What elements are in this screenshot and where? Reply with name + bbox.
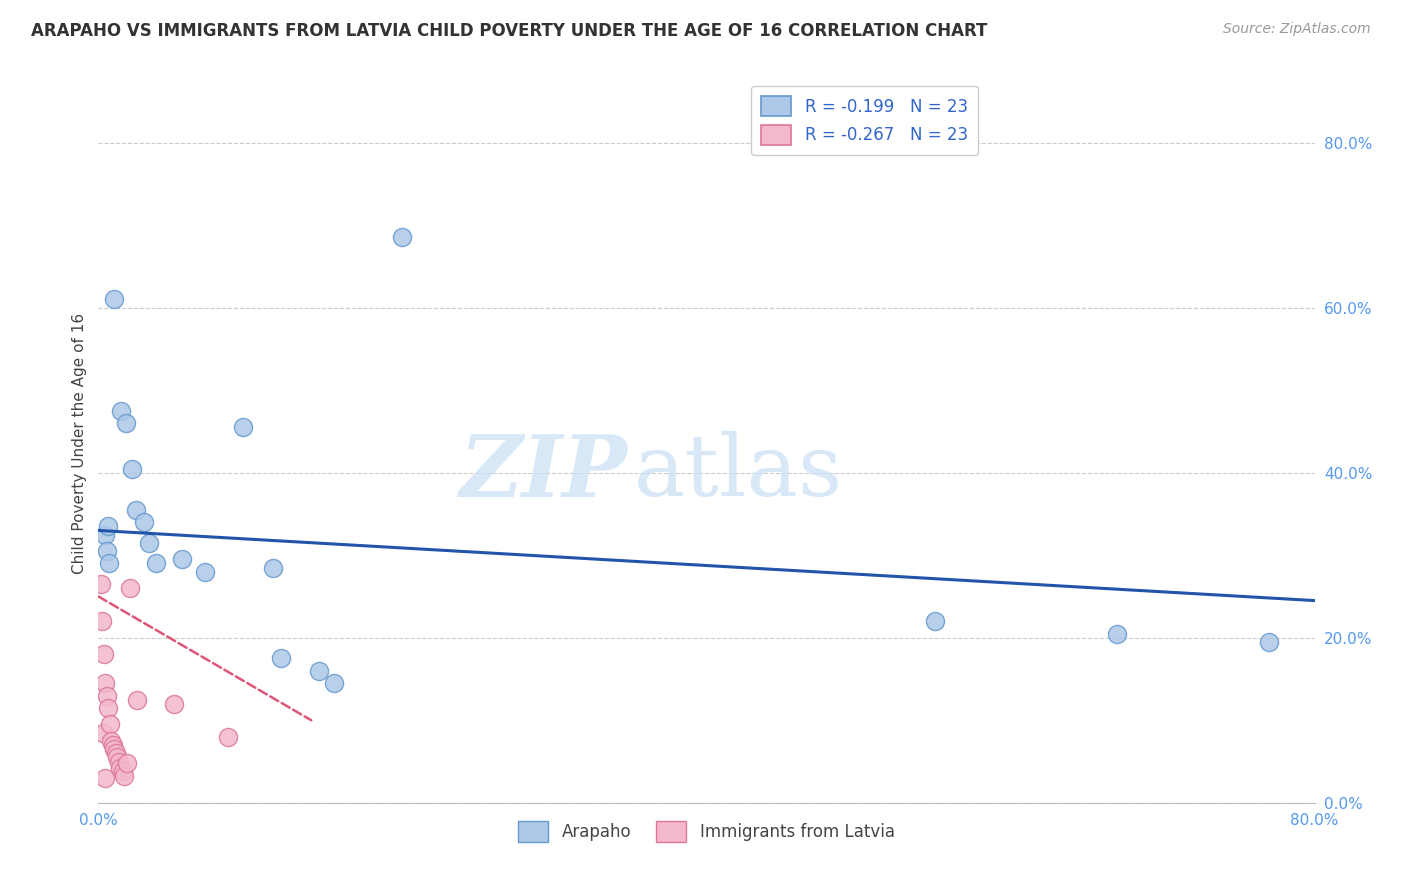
Point <box>194 565 217 579</box>
Point <box>101 738 124 752</box>
Point <box>262 560 284 574</box>
Point <box>163 697 186 711</box>
Point <box>110 761 132 775</box>
Text: atlas: atlas <box>634 431 842 514</box>
Point <box>115 756 138 771</box>
Point <box>111 764 134 779</box>
Point <box>232 420 254 434</box>
Point <box>323 676 346 690</box>
Point <box>93 771 115 785</box>
Point <box>132 515 155 529</box>
Point <box>121 461 143 475</box>
Text: Source: ZipAtlas.com: Source: ZipAtlas.com <box>1223 22 1371 37</box>
Point <box>98 717 121 731</box>
Point <box>924 614 946 628</box>
Point <box>98 557 121 571</box>
Point <box>103 293 125 307</box>
Text: ZIP: ZIP <box>460 431 627 515</box>
Point <box>93 527 115 541</box>
Point <box>1105 626 1128 640</box>
Point <box>94 676 117 690</box>
Point <box>1258 635 1281 649</box>
Point <box>118 581 141 595</box>
Point <box>112 769 135 783</box>
Point <box>104 746 127 760</box>
Point <box>103 742 125 756</box>
Point <box>96 689 118 703</box>
Point <box>270 651 292 665</box>
Point <box>97 701 120 715</box>
Point <box>97 519 120 533</box>
Text: ARAPAHO VS IMMIGRANTS FROM LATVIA CHILD POVERTY UNDER THE AGE OF 16 CORRELATION : ARAPAHO VS IMMIGRANTS FROM LATVIA CHILD … <box>31 22 987 40</box>
Y-axis label: Child Poverty Under the Age of 16: Child Poverty Under the Age of 16 <box>72 313 87 574</box>
Point <box>138 536 160 550</box>
Point <box>96 544 118 558</box>
Point <box>125 503 148 517</box>
Point <box>145 557 167 571</box>
Point <box>217 730 239 744</box>
Point <box>91 725 114 739</box>
Point <box>391 230 413 244</box>
Point <box>91 614 114 628</box>
Point <box>127 692 149 706</box>
Point <box>93 647 115 661</box>
Point <box>107 750 129 764</box>
Point <box>108 755 131 769</box>
Legend: Arapaho, Immigrants from Latvia: Arapaho, Immigrants from Latvia <box>512 814 901 848</box>
Point <box>170 552 193 566</box>
Point <box>100 734 122 748</box>
Point <box>308 664 330 678</box>
Point <box>90 577 112 591</box>
Point <box>110 403 132 417</box>
Point <box>114 416 136 430</box>
